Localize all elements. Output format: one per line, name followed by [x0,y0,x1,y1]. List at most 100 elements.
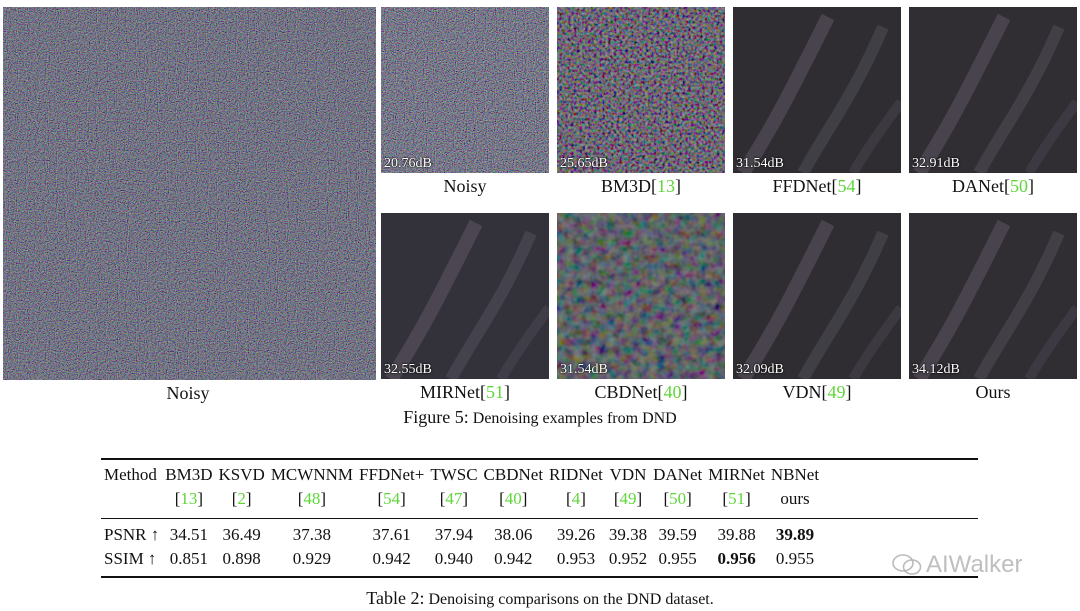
method-name: FFDNet[ [772,176,838,196]
method-name: Ours [975,382,1011,402]
column-header: KSVD [218,465,265,484]
header-method: Method [104,465,157,484]
citation-link[interactable]: 51 [728,489,746,508]
column-header: MIRNet [708,465,765,484]
psnr-label: 32.09dB [736,362,784,377]
method-caption: Ours [909,382,1077,402]
citation-link[interactable]: 50 [669,489,687,508]
table-cell: 39.88 [717,525,756,544]
method-name: MIRNet[ [420,382,486,402]
table-cell: 0.940 [434,549,474,568]
citation-link[interactable]: 13 [180,489,198,508]
column-citation: [50] [663,489,692,508]
result-tile-6: 31.54dB [557,213,725,379]
table-cell: 0.955 [658,549,697,568]
table-cell: 34.51 [169,525,209,544]
column-citation: [13] [174,489,204,508]
table-cell: 0.851 [169,549,209,568]
table-header-row: Method BM3D KSVD MCWNNM FFDNet+ TWSC CBDNet RID… [101,459,822,487]
citation-link[interactable]: 40 [663,382,682,402]
column-citation: [47] [439,489,469,508]
citation-link[interactable]: 49 [827,382,846,402]
table-subheader-row: [13] [2] [48] [54] [47] [40] [4] [49] [50] [51] ou… [101,487,822,517]
citation-link[interactable]: 51 [486,382,504,402]
table-top-rule [101,458,978,460]
wechat-icon [892,554,922,576]
table-cell: 39.26 [556,525,596,544]
table-mid-rule [101,518,978,519]
column-header: DANet [653,465,703,484]
table-cell: 0.952 [608,549,648,568]
table-cell: 0.942 [494,549,533,568]
psnr-label: 25.65dB [560,156,608,171]
column-citation: [48] [297,489,327,508]
column-citation: [40] [499,489,528,508]
table-cell: 37.38 [292,525,332,544]
method-caption: DANet[50] [909,176,1077,196]
row-metric: PSNR ↑ [104,525,160,544]
row-metric: SSIM ↑ [104,549,157,568]
table-caption-text: Denoising comparisons on the DND dataset… [424,591,714,608]
results-table: Method BM3D KSVD MCWNNM FFDNet+ TWSC CBDNet RID… [101,459,822,575]
table-cell: 39.59 [658,525,697,544]
table-cell: 0.898 [222,549,261,568]
column-header: NBNet [770,465,820,484]
figure-caption-label: Figure 5: [403,407,469,427]
bracket-close: ] [681,382,688,402]
column-citation: [49] [613,489,643,508]
psnr-label: 20.76dB [384,156,432,171]
citation-link[interactable]: 48 [303,489,321,508]
table-cell: 39.89 [775,525,815,544]
method-name: CBDNet[ [594,382,664,402]
column-citation: [4] [566,489,586,508]
column-header: BM3D [165,465,213,484]
header-spacer [101,487,162,517]
result-tile-7: 32.09dB [733,213,901,379]
table-cell: 0.942 [372,549,411,568]
citation-link[interactable]: 2 [237,489,246,508]
bracket-close: ] [855,176,862,196]
citation-link[interactable]: 40 [504,489,522,508]
column-header: VDN [609,465,647,484]
psnr-label: 32.91dB [912,156,960,171]
table-caption-label: Table 2: [366,588,425,608]
psnr-label: 34.12dB [912,362,960,377]
table-cell: 39.38 [608,525,648,544]
column-citation: [54] [377,489,406,508]
citation-link[interactable]: 47 [445,489,463,508]
table-cell: 37.94 [434,525,474,544]
figure-caption-text: Denoising examples from DND [468,410,677,427]
noisy-large-label: Noisy [166,383,210,403]
method-name: BM3D[ [600,176,657,196]
column-header: CBDNet [483,465,544,484]
bracket-close: ] [675,176,681,196]
method-name: VDN[ [782,382,828,402]
noisy-large-image [3,7,376,380]
citation-link[interactable]: 54 [383,489,401,508]
method-caption: FFDNet[54] [733,176,901,196]
table-cell: 0.956 [717,549,756,568]
table-cell: 0.955 [775,549,815,568]
column-citation: ours [780,489,810,508]
method-caption: BM3D[13] [557,176,725,196]
table-cell: 0.929 [292,549,332,568]
table-bottom-rule [101,576,978,578]
watermark-text: AIWalker [926,551,1023,578]
column-header: FFDNet+ [358,465,425,484]
psnr-label: 31.54dB [736,156,784,171]
psnr-label: 32.55dB [384,362,432,377]
method-caption: MIRNet[51] [381,382,549,402]
citation-link[interactable]: 4 [571,489,581,508]
result-tile-2: 25.65dB [557,7,725,173]
method-caption: VDN[49] [733,382,901,402]
column-header: TWSC [430,465,478,484]
method-name: DANet[ [952,176,1010,196]
method-name: Noisy [443,176,487,196]
result-tile-5: 32.55dB [381,213,549,379]
citation-link[interactable]: 50 [1009,176,1028,196]
column-header: RIDNet [549,465,603,484]
citation-link[interactable]: 13 [657,176,675,196]
citation-link[interactable]: 49 [619,489,637,508]
citation-link[interactable]: 54 [837,176,856,196]
table-caption: Table 2: Denoising comparisons on the DN… [0,588,1080,609]
